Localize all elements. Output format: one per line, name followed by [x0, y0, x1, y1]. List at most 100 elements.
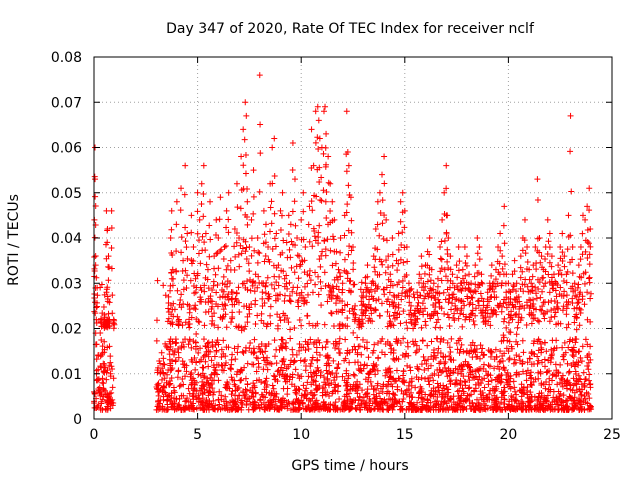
roti-point	[424, 248, 431, 255]
roti-point	[577, 289, 584, 296]
roti-point	[233, 229, 240, 236]
roti-point	[428, 387, 435, 394]
roti-point	[251, 349, 258, 356]
roti-point	[286, 246, 293, 253]
roti-point	[374, 283, 381, 290]
roti-point	[170, 351, 177, 358]
roti-point	[466, 369, 473, 376]
roti-point	[316, 256, 323, 263]
roti-point	[227, 365, 234, 372]
roti-point	[374, 198, 381, 205]
roti-point	[366, 369, 373, 376]
roti-point	[363, 293, 370, 300]
roti-point	[109, 310, 116, 317]
roti-point	[474, 235, 481, 241]
roti-point	[443, 229, 450, 236]
roti-point	[441, 237, 448, 244]
roti-point	[210, 282, 217, 289]
roti-point	[286, 297, 293, 304]
roti-point	[417, 292, 424, 299]
roti-point	[215, 341, 222, 348]
roti-point	[163, 379, 170, 386]
roti-point	[360, 398, 367, 405]
roti-point	[421, 270, 428, 277]
roti-point	[471, 321, 478, 328]
roti-point	[466, 316, 473, 323]
roti-point	[400, 335, 407, 342]
roti-point	[400, 367, 407, 374]
roti-point	[244, 185, 251, 192]
roti-point	[213, 289, 220, 296]
roti-point	[264, 359, 271, 366]
roti-point	[520, 384, 527, 391]
roti-point	[564, 268, 571, 275]
roti-point	[169, 357, 176, 364]
roti-point	[228, 374, 235, 381]
roti-point	[337, 273, 344, 280]
roti-point	[426, 381, 433, 388]
roti-point	[320, 150, 327, 157]
roti-point	[224, 283, 231, 290]
roti-point	[459, 266, 466, 273]
roti-point	[316, 164, 323, 171]
roti-point	[273, 346, 280, 353]
roti-point	[355, 365, 362, 372]
roti-point	[182, 319, 189, 326]
roti-point	[207, 293, 214, 300]
roti-point	[357, 362, 364, 369]
roti-point	[529, 273, 536, 280]
roti-point	[577, 310, 584, 317]
roti-point	[307, 277, 314, 284]
roti-point	[418, 324, 425, 331]
roti-point	[434, 275, 441, 282]
roti-point	[200, 336, 207, 343]
roti-point	[426, 251, 433, 258]
roti-point	[358, 323, 365, 330]
roti-point	[215, 265, 222, 272]
roti-point	[306, 203, 313, 210]
roti-point	[332, 345, 339, 352]
roti-point	[314, 356, 321, 363]
roti-point	[326, 354, 333, 361]
roti-point	[524, 359, 531, 366]
roti-point	[200, 354, 207, 361]
roti-point	[467, 288, 474, 295]
roti-point	[308, 381, 315, 388]
roti-point	[505, 280, 512, 287]
roti-point	[500, 332, 507, 339]
roti-point	[334, 404, 341, 411]
roti-point	[501, 388, 508, 395]
roti-point	[104, 284, 111, 291]
roti-point	[563, 380, 570, 387]
roti-point	[213, 250, 220, 257]
roti-point	[101, 349, 108, 356]
roti-point	[327, 247, 334, 254]
roti-point	[545, 238, 552, 245]
roti-point	[534, 176, 541, 183]
roti-point	[521, 237, 528, 244]
roti-point	[253, 368, 260, 375]
roti-point	[310, 401, 317, 408]
roti-point	[559, 307, 566, 314]
roti-point	[322, 344, 329, 351]
roti-point	[330, 323, 337, 330]
roti-point	[293, 351, 300, 358]
roti-point	[413, 348, 420, 355]
roti-point	[435, 296, 442, 303]
roti-point	[532, 405, 539, 412]
roti-point	[277, 291, 284, 298]
roti-point	[400, 259, 407, 266]
roti-point	[298, 289, 305, 296]
roti-point	[374, 367, 381, 374]
roti-point	[417, 383, 424, 390]
roti-point	[444, 212, 451, 219]
roti-point	[416, 309, 423, 316]
roti-point	[260, 354, 267, 361]
roti-point	[367, 304, 374, 311]
roti-point	[313, 193, 320, 200]
roti-point	[291, 269, 298, 276]
roti-point	[544, 251, 551, 258]
roti-point	[354, 349, 361, 356]
roti-point	[382, 372, 389, 379]
roti-point	[527, 389, 534, 396]
